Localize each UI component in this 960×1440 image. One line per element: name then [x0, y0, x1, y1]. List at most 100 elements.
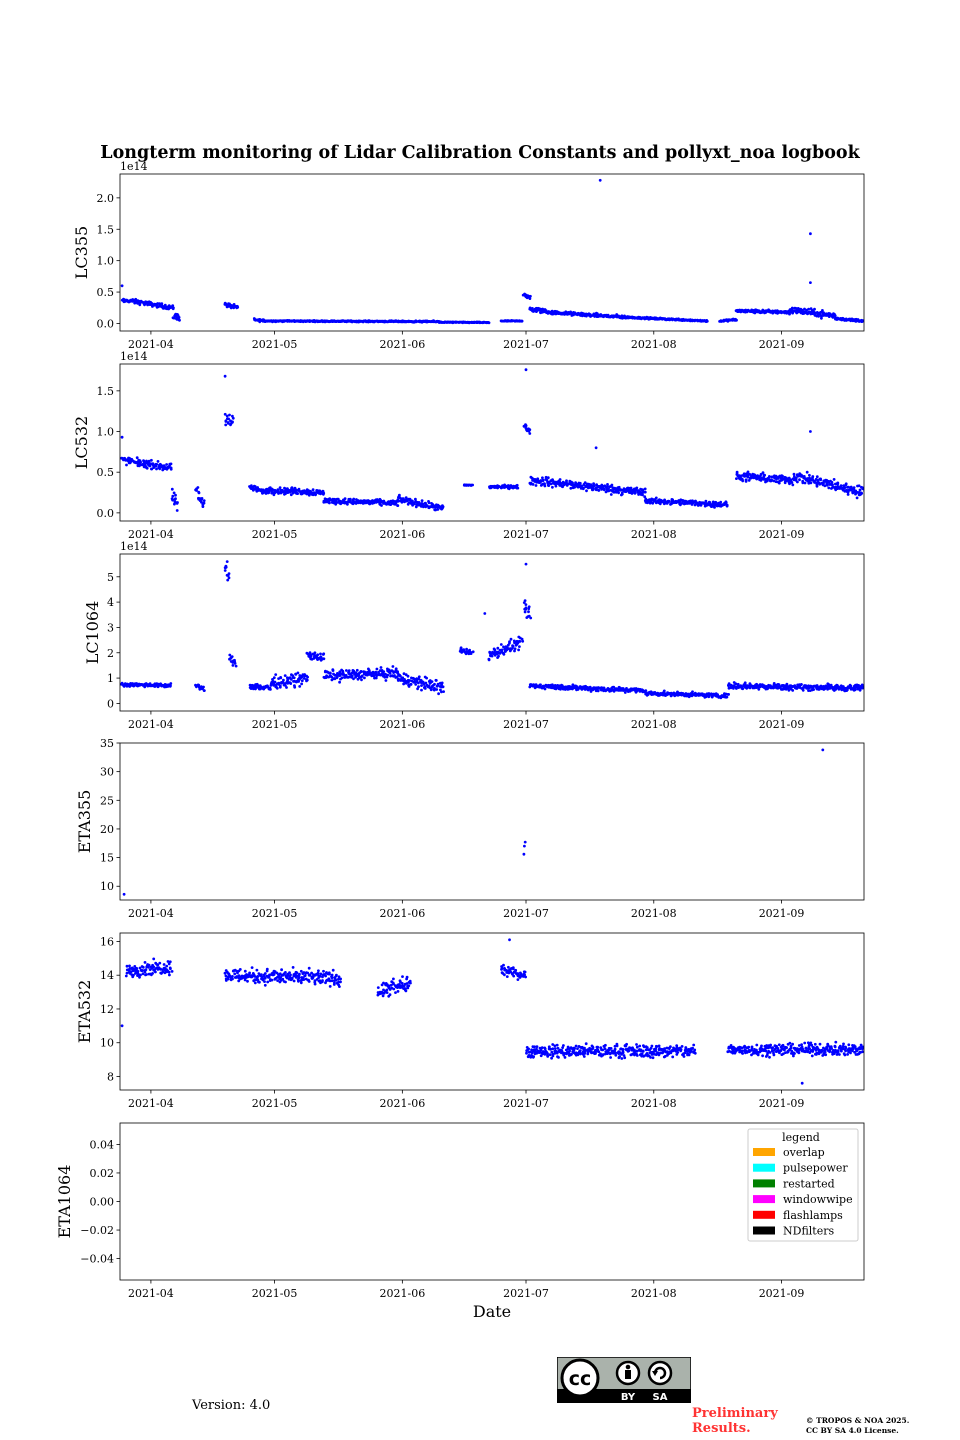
data-point [238, 968, 242, 971]
data-point [396, 504, 399, 507]
data-point [858, 488, 862, 492]
data-point [322, 657, 326, 661]
data-point [337, 975, 341, 979]
data-point [428, 686, 432, 690]
data-point [300, 676, 303, 679]
data-point [830, 480, 834, 484]
data-point [832, 478, 836, 481]
data-point [609, 493, 613, 496]
data-point [741, 687, 745, 691]
data-point [539, 683, 542, 687]
data-point [251, 687, 255, 691]
data-point [332, 677, 336, 680]
data-point [843, 689, 846, 693]
data-point [128, 461, 132, 465]
data-point [168, 973, 171, 977]
data-point [315, 978, 319, 981]
y-tick-label: 1.5 [97, 223, 115, 236]
data-point [834, 485, 837, 489]
data-point [614, 490, 618, 494]
data-point [811, 475, 815, 478]
data-point [255, 968, 259, 972]
data-point [417, 501, 421, 505]
data-point [279, 491, 283, 495]
data-point [817, 314, 820, 318]
y-tick-label: 20 [100, 823, 114, 836]
data-point [524, 975, 527, 979]
data-point [289, 682, 293, 685]
data-point [337, 977, 340, 981]
data-point [592, 486, 595, 490]
data-point [853, 688, 857, 692]
data-point [169, 466, 173, 470]
data-point [662, 689, 666, 693]
data-point [420, 688, 423, 692]
y-tick-label: 1.0 [97, 255, 115, 268]
data-point [176, 501, 179, 504]
data-point [417, 681, 420, 685]
data-point [231, 416, 235, 420]
data-point [230, 655, 234, 658]
data-point [335, 675, 339, 679]
data-point [635, 486, 639, 490]
data-point [195, 685, 198, 689]
data-point [408, 979, 412, 983]
data-point [278, 684, 282, 688]
data-point [389, 983, 393, 987]
data-point [417, 675, 421, 679]
data-point [292, 974, 296, 978]
data-point [263, 976, 267, 980]
data-point [513, 649, 516, 653]
data-point [650, 497, 654, 501]
data-point [236, 305, 240, 309]
data-point [523, 970, 527, 974]
data-point [496, 646, 500, 650]
data-point [400, 982, 404, 985]
data-point [171, 307, 175, 311]
data-point [174, 493, 177, 497]
data-point [553, 1051, 557, 1055]
data-point [413, 677, 416, 681]
y-tick-label: 0.5 [97, 466, 115, 479]
data-point [609, 1056, 612, 1059]
data-point [231, 977, 234, 981]
data-point [318, 974, 322, 978]
data-point [533, 1045, 536, 1049]
data-point [752, 685, 756, 689]
data-point [230, 975, 234, 979]
data-point [308, 651, 312, 654]
data-point [539, 1054, 543, 1058]
data-point [547, 1045, 551, 1049]
y-tick-label: 25 [100, 794, 114, 807]
x-tick-label: 2021-06 [379, 528, 425, 541]
data-point [298, 674, 302, 677]
data-point [836, 481, 840, 485]
data-point [319, 972, 323, 976]
data-point [202, 499, 206, 502]
data-point [309, 654, 313, 658]
data-point [172, 491, 176, 495]
data-point [367, 669, 371, 672]
data-point [844, 483, 848, 487]
data-point [819, 478, 823, 482]
data-point [502, 651, 505, 655]
data-point [224, 974, 228, 978]
data-point [314, 492, 317, 496]
data-point [860, 492, 864, 495]
data-point [424, 681, 428, 685]
axes-frame [119, 363, 865, 522]
data-point [246, 979, 249, 983]
data-point [531, 1050, 535, 1054]
points-eta355 [122, 748, 825, 896]
data-point [171, 304, 175, 307]
data-point [406, 674, 410, 678]
y-tick-label: 2.0 [97, 192, 115, 205]
data-point [823, 484, 827, 488]
data-point [511, 966, 515, 969]
data-point [857, 684, 860, 687]
y-tick-label: 5 [107, 571, 114, 584]
data-point [409, 683, 413, 686]
data-point [787, 688, 791, 692]
data-point [316, 971, 320, 975]
data-point [202, 501, 206, 505]
